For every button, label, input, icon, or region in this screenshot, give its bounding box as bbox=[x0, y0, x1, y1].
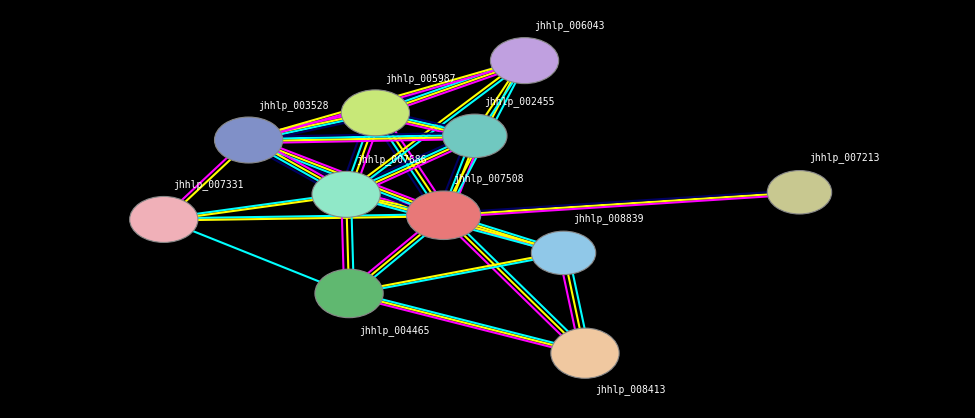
Text: jhhlp_006043: jhhlp_006043 bbox=[534, 20, 604, 31]
Text: jhhlp_002455: jhhlp_002455 bbox=[485, 96, 555, 107]
Ellipse shape bbox=[312, 171, 380, 217]
Ellipse shape bbox=[407, 191, 481, 240]
Text: jhhlp_008839: jhhlp_008839 bbox=[573, 213, 644, 224]
Ellipse shape bbox=[315, 269, 383, 318]
Ellipse shape bbox=[490, 38, 559, 84]
Ellipse shape bbox=[767, 171, 832, 214]
Text: jhhlp_007508: jhhlp_007508 bbox=[453, 173, 524, 184]
Ellipse shape bbox=[341, 90, 410, 136]
Text: jhhlp_007686: jhhlp_007686 bbox=[356, 154, 426, 165]
Text: jhhlp_004465: jhhlp_004465 bbox=[359, 325, 429, 336]
Ellipse shape bbox=[214, 117, 283, 163]
Ellipse shape bbox=[551, 328, 619, 378]
Ellipse shape bbox=[531, 231, 596, 275]
Text: jhhlp_007213: jhhlp_007213 bbox=[809, 152, 879, 163]
Ellipse shape bbox=[443, 114, 507, 158]
Ellipse shape bbox=[130, 196, 198, 242]
Text: jhhlp_007331: jhhlp_007331 bbox=[174, 179, 244, 190]
Text: jhhlp_008413: jhhlp_008413 bbox=[595, 385, 665, 395]
Text: jhhlp_005987: jhhlp_005987 bbox=[385, 73, 455, 84]
Text: jhhlp_003528: jhhlp_003528 bbox=[258, 100, 329, 111]
